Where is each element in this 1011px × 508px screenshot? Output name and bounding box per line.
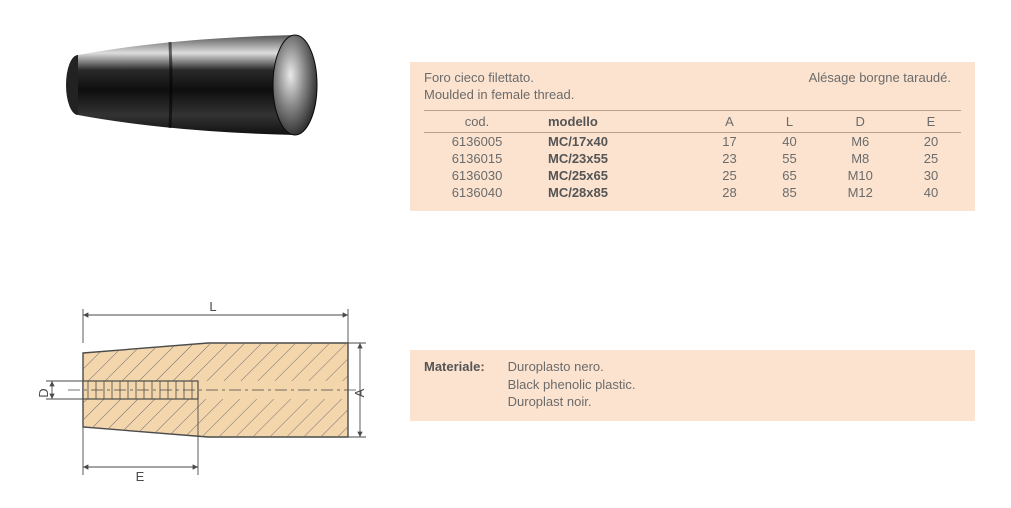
material-label: Materiale: <box>424 358 504 376</box>
spec-panel: Foro cieco filettato. Moulded in female … <box>410 62 975 211</box>
col-D: D <box>820 110 901 132</box>
col-L: L <box>760 110 820 132</box>
material-fr: Duroplast noir. <box>508 394 592 409</box>
col-A: A <box>699 110 759 132</box>
spec-description: Foro cieco filettato. Moulded in female … <box>424 70 961 104</box>
dim-L-label: L <box>209 299 216 314</box>
col-cod: cod. <box>424 110 530 132</box>
table-row: 6136040 MC/28x85 28 85 M12 40 <box>424 184 961 201</box>
table-header-row: cod. modello A L D E <box>424 110 961 132</box>
table-row: 6136030 MC/25x65 25 65 M10 30 <box>424 167 961 184</box>
material-panel: Materiale: Duroplasto nero. Black phenol… <box>410 350 975 421</box>
dim-D-label: D <box>38 388 51 397</box>
col-E: E <box>901 110 961 132</box>
material-it: Duroplasto nero. <box>508 359 604 374</box>
spec-table: cod. modello A L D E 6136005 MC/17x40 17… <box>424 110 961 201</box>
table-row: 6136005 MC/17x40 17 40 M6 20 <box>424 132 961 150</box>
desc-fr: Alésage borgne taraudé. <box>809 70 951 87</box>
desc-en: Moulded in female thread. <box>424 87 574 104</box>
table-row: 6136015 MC/23x55 23 55 M8 25 <box>424 150 961 167</box>
dim-A-label: A <box>352 388 367 397</box>
col-model: modello <box>530 110 699 132</box>
dim-E-label: E <box>136 469 145 484</box>
technical-drawing: L E D A <box>38 295 368 495</box>
desc-it: Foro cieco filettato. <box>424 70 574 87</box>
product-photo <box>60 20 330 150</box>
material-en: Black phenolic plastic. <box>508 377 636 392</box>
